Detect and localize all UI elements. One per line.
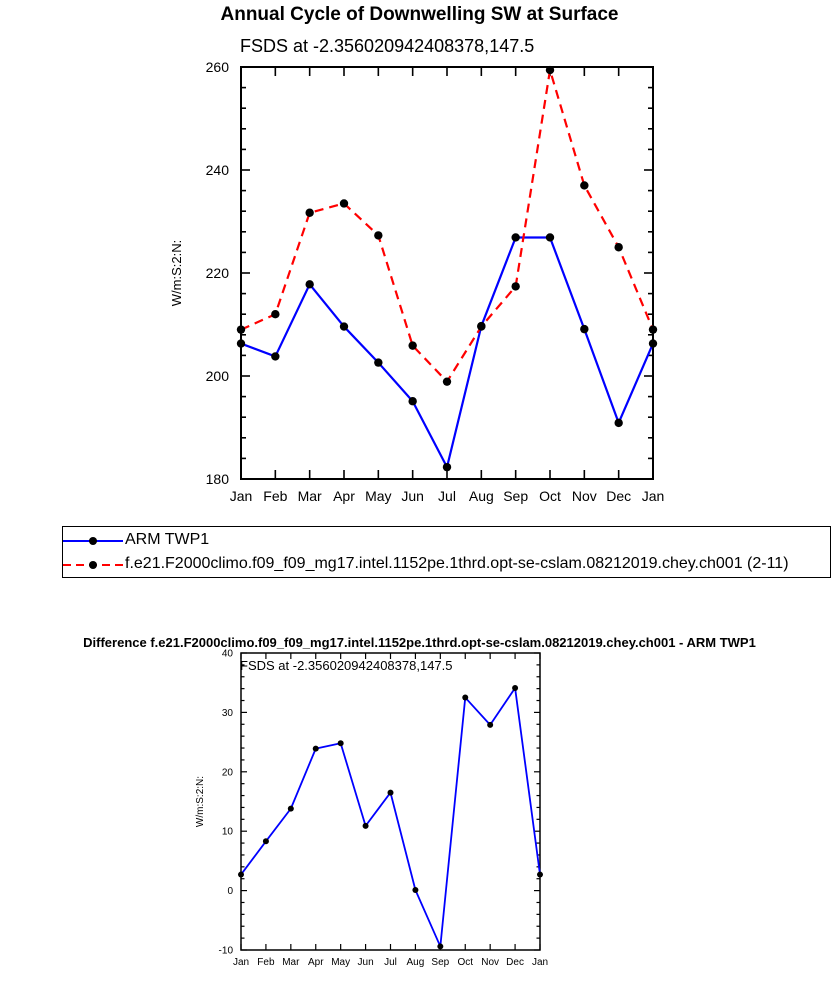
x-tick-label: Feb (263, 488, 287, 504)
data-point (362, 822, 369, 829)
x-tick-label: Jan (230, 488, 253, 504)
y-tick-label: 0 (227, 886, 233, 897)
x-tick-label: Aug (407, 957, 425, 968)
data-point (305, 208, 314, 217)
y-tick-label: 180 (206, 471, 230, 487)
main-chart-title: Annual Cycle of Downwelling SW at Surfac… (220, 4, 619, 25)
data-point (462, 694, 469, 701)
data-point (511, 282, 520, 291)
y-axis-label: W/m:S:2:N: (169, 240, 184, 306)
x-tick-label: Oct (457, 957, 473, 968)
x-tick-label: Dec (606, 488, 631, 504)
y-tick-label: 260 (206, 59, 230, 75)
series-line-0 (240, 687, 541, 948)
series-line-1 (240, 68, 655, 383)
legend-label-model: f.e21.F2000climo.f09_f09_mg17.intel.1152… (125, 555, 789, 572)
data-point (287, 805, 294, 812)
x-tick-label: Sep (503, 488, 528, 504)
legend: ARM TWP1 f.e21.F2000climo.f09_f09_mg17.i… (62, 526, 831, 578)
main-chart: Jan Feb Mar Apr May Jun Jul Aug Sep Oct Nov Dec Jan1… (169, 59, 665, 504)
x-tick-label: Mar (282, 957, 300, 968)
x-tick-label: Apr (308, 957, 324, 968)
series-line-0 (240, 236, 655, 469)
data-point (271, 352, 280, 361)
data-point (580, 324, 589, 334)
data-point (262, 838, 269, 845)
legend-item-model: f.e21.F2000climo.f09_f09_mg17.intel.1152… (63, 553, 830, 577)
y-tick-label: 200 (206, 368, 230, 384)
diff-chart-subtitle: FSDS at -2.356020942408378,147.5 (240, 658, 453, 673)
x-tick-label: May (365, 488, 391, 504)
x-tick-label: Sep (431, 957, 449, 968)
y-tick-label: 220 (206, 265, 230, 281)
x-tick-label: Nov (572, 488, 597, 504)
data-point (236, 339, 246, 348)
data-point (442, 377, 452, 386)
diff-chart-title: Difference f.e21.F2000climo.f09_f09_mg17… (83, 635, 756, 650)
y-tick-label: 240 (206, 162, 230, 178)
data-point (614, 243, 623, 252)
data-point (312, 745, 319, 752)
data-point (442, 462, 452, 472)
data-point (511, 233, 520, 242)
main-chart-subtitle: FSDS at -2.356020942408378,147.5 (240, 36, 535, 56)
data-point (580, 181, 589, 190)
data-point (614, 418, 623, 428)
x-tick-label: Aug (469, 488, 494, 504)
x-tick-label: Feb (257, 957, 275, 968)
x-tick-label: Jun (401, 488, 424, 504)
data-point (374, 231, 383, 240)
x-tick-label: Mar (298, 488, 322, 504)
legend-marker-model (63, 561, 123, 569)
x-tick-label: Jan (233, 957, 249, 968)
data-point (238, 871, 244, 878)
x-tick-label: May (331, 957, 350, 968)
plot-frame (240, 66, 654, 480)
x-tick-label: Oct (539, 488, 561, 504)
data-point (387, 789, 394, 796)
data-point (648, 339, 658, 348)
data-point (339, 322, 349, 331)
data-point (305, 280, 314, 289)
legend-label-arm: ARM TWP1 (125, 531, 210, 548)
data-point (487, 721, 494, 728)
x-tick-label: Jul (384, 957, 397, 968)
y-axis-label: W/m:S:2:N: (195, 776, 206, 827)
data-point (374, 358, 383, 367)
plot-frame (240, 652, 541, 951)
x-tick-label: Jun (358, 957, 374, 968)
y-tick-label: 10 (222, 827, 234, 838)
data-point (648, 325, 658, 334)
y-tick-label: 30 (222, 708, 234, 719)
data-point (412, 887, 419, 894)
data-point (545, 233, 555, 242)
x-tick-label: Nov (481, 957, 499, 968)
data-point (545, 65, 555, 75)
data-point (271, 310, 280, 319)
data-point (236, 325, 246, 334)
data-point (437, 943, 444, 950)
data-point (477, 322, 486, 331)
x-tick-label: Dec (506, 957, 524, 968)
y-tick-label: 20 (222, 767, 234, 778)
data-point (337, 740, 344, 747)
data-point (408, 341, 417, 350)
data-point (339, 199, 349, 208)
x-tick-label: Apr (333, 488, 355, 504)
x-tick-label: Jan (532, 957, 548, 968)
y-tick-label: 40 (222, 649, 234, 660)
data-point (512, 685, 519, 692)
legend-marker-arm (63, 537, 123, 545)
x-tick-label: Jul (438, 488, 456, 504)
legend-item-arm: ARM TWP1 (63, 529, 830, 553)
y-tick-label: -10 (219, 946, 234, 957)
data-point (537, 871, 543, 878)
x-tick-label: Jan (642, 488, 665, 504)
data-point (408, 397, 417, 406)
